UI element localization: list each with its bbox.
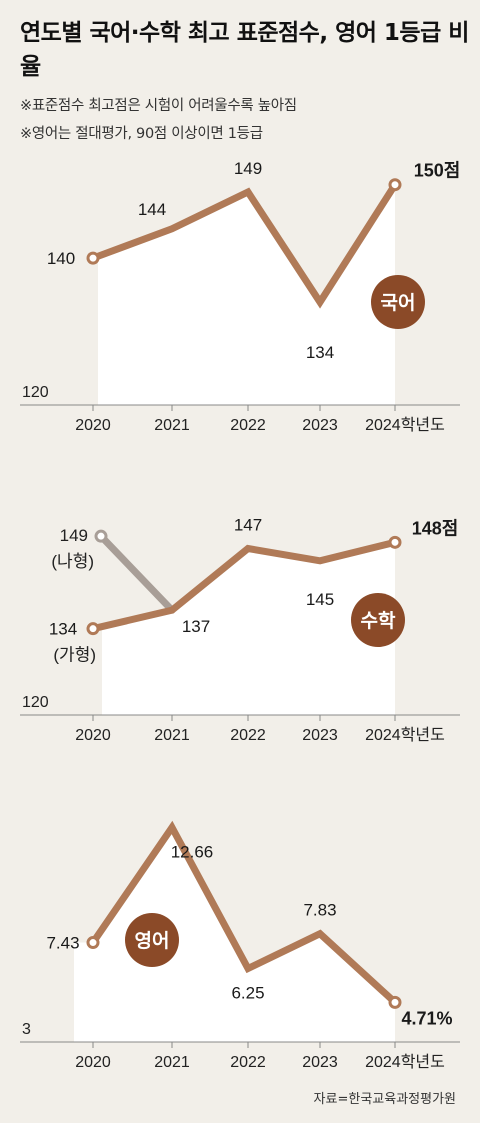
value-label: 7.43 <box>46 934 79 953</box>
x-tick-label: 2022 <box>230 727 266 744</box>
value-label: 140 <box>47 249 75 268</box>
x-tick-label: 2021 <box>154 1054 190 1071</box>
english-ratio-chart: 2020 2021 2022 2023 2024학년도 3 7.43 12.66 6.25 7.8… <box>20 820 460 1071</box>
series-line <box>89 820 399 1006</box>
data-point <box>86 251 100 265</box>
subject-badge <box>125 913 179 967</box>
x-tick-label: 2024학년도 <box>365 726 445 744</box>
branch-sub-label: (나형) <box>51 552 94 571</box>
subject-badge-label: 국어 <box>381 292 416 314</box>
value-label: 134 <box>49 620 77 639</box>
branch-point <box>94 529 108 543</box>
baseline-label: 120 <box>22 694 49 711</box>
source-note: 자료=한국교육과정평가원 <box>313 1092 456 1107</box>
x-tick-label: 2024학년도 <box>365 416 445 434</box>
x-tick-label: 2021 <box>154 417 190 434</box>
math-score-chart: 2020 2021 2022 2023 2024학년도 120 149 (나형) 134 137 1… <box>20 516 460 744</box>
value-label: 144 <box>138 200 166 219</box>
branch-value-label: 149 <box>60 526 88 545</box>
value-label: 7.83 <box>303 901 336 920</box>
data-point <box>86 622 100 636</box>
korean-score-chart: 2020 2021 2022 2023 2024학년도 120 140 144 149 134 15… <box>20 159 461 434</box>
x-tick-label: 2022 <box>230 1054 266 1071</box>
subject-badge <box>371 275 425 329</box>
value-label: 6.25 <box>231 984 264 1003</box>
data-point <box>388 995 402 1009</box>
value-label: 12.66 <box>171 842 214 861</box>
chart-title: 연도별 국어·수학 최고 표준점수, 영어 1등급 비율 <box>20 20 469 80</box>
series-line <box>89 181 399 309</box>
x-tick-label: 2024학년도 <box>365 1053 445 1071</box>
x-tick-label: 2023 <box>302 727 338 744</box>
baseline-label: 120 <box>22 384 49 401</box>
data-point <box>388 535 402 549</box>
first-sub-label: (가형) <box>53 646 96 665</box>
x-tick-label: 2020 <box>75 1054 111 1071</box>
value-label: 147 <box>234 516 262 535</box>
series-line <box>89 538 399 633</box>
value-label: 148점 <box>412 518 459 538</box>
x-tick-label: 2023 <box>302 1054 338 1071</box>
x-tick-label: 2023 <box>302 417 338 434</box>
data-point <box>86 936 100 950</box>
value-label: 145 <box>306 590 334 609</box>
note-standard-score: ※표준점수 최고점은 시험이 어려울수록 높아짐 <box>20 98 297 114</box>
x-tick-label: 2020 <box>75 727 111 744</box>
note-english-grading: ※영어는 절대평가, 90점 이상이면 1등급 <box>20 126 263 142</box>
chart-area <box>93 184 395 405</box>
baseline-label: 3 <box>22 1021 31 1038</box>
value-label: 149 <box>234 159 262 178</box>
value-label: 4.71% <box>401 1008 452 1028</box>
branch-line <box>97 532 176 614</box>
subject-badge-label: 영어 <box>135 930 170 952</box>
value-label: 150점 <box>414 161 461 181</box>
x-tick-label: 2020 <box>75 417 111 434</box>
value-label: 134 <box>306 343 334 362</box>
value-label: 137 <box>182 617 210 636</box>
chart-area <box>93 542 395 715</box>
subject-badge <box>351 593 405 647</box>
x-tick-label: 2022 <box>230 417 266 434</box>
x-tick-label: 2021 <box>154 727 190 744</box>
subject-badge-label: 수학 <box>361 610 396 632</box>
data-point <box>388 178 402 192</box>
chart-area <box>74 827 395 1042</box>
